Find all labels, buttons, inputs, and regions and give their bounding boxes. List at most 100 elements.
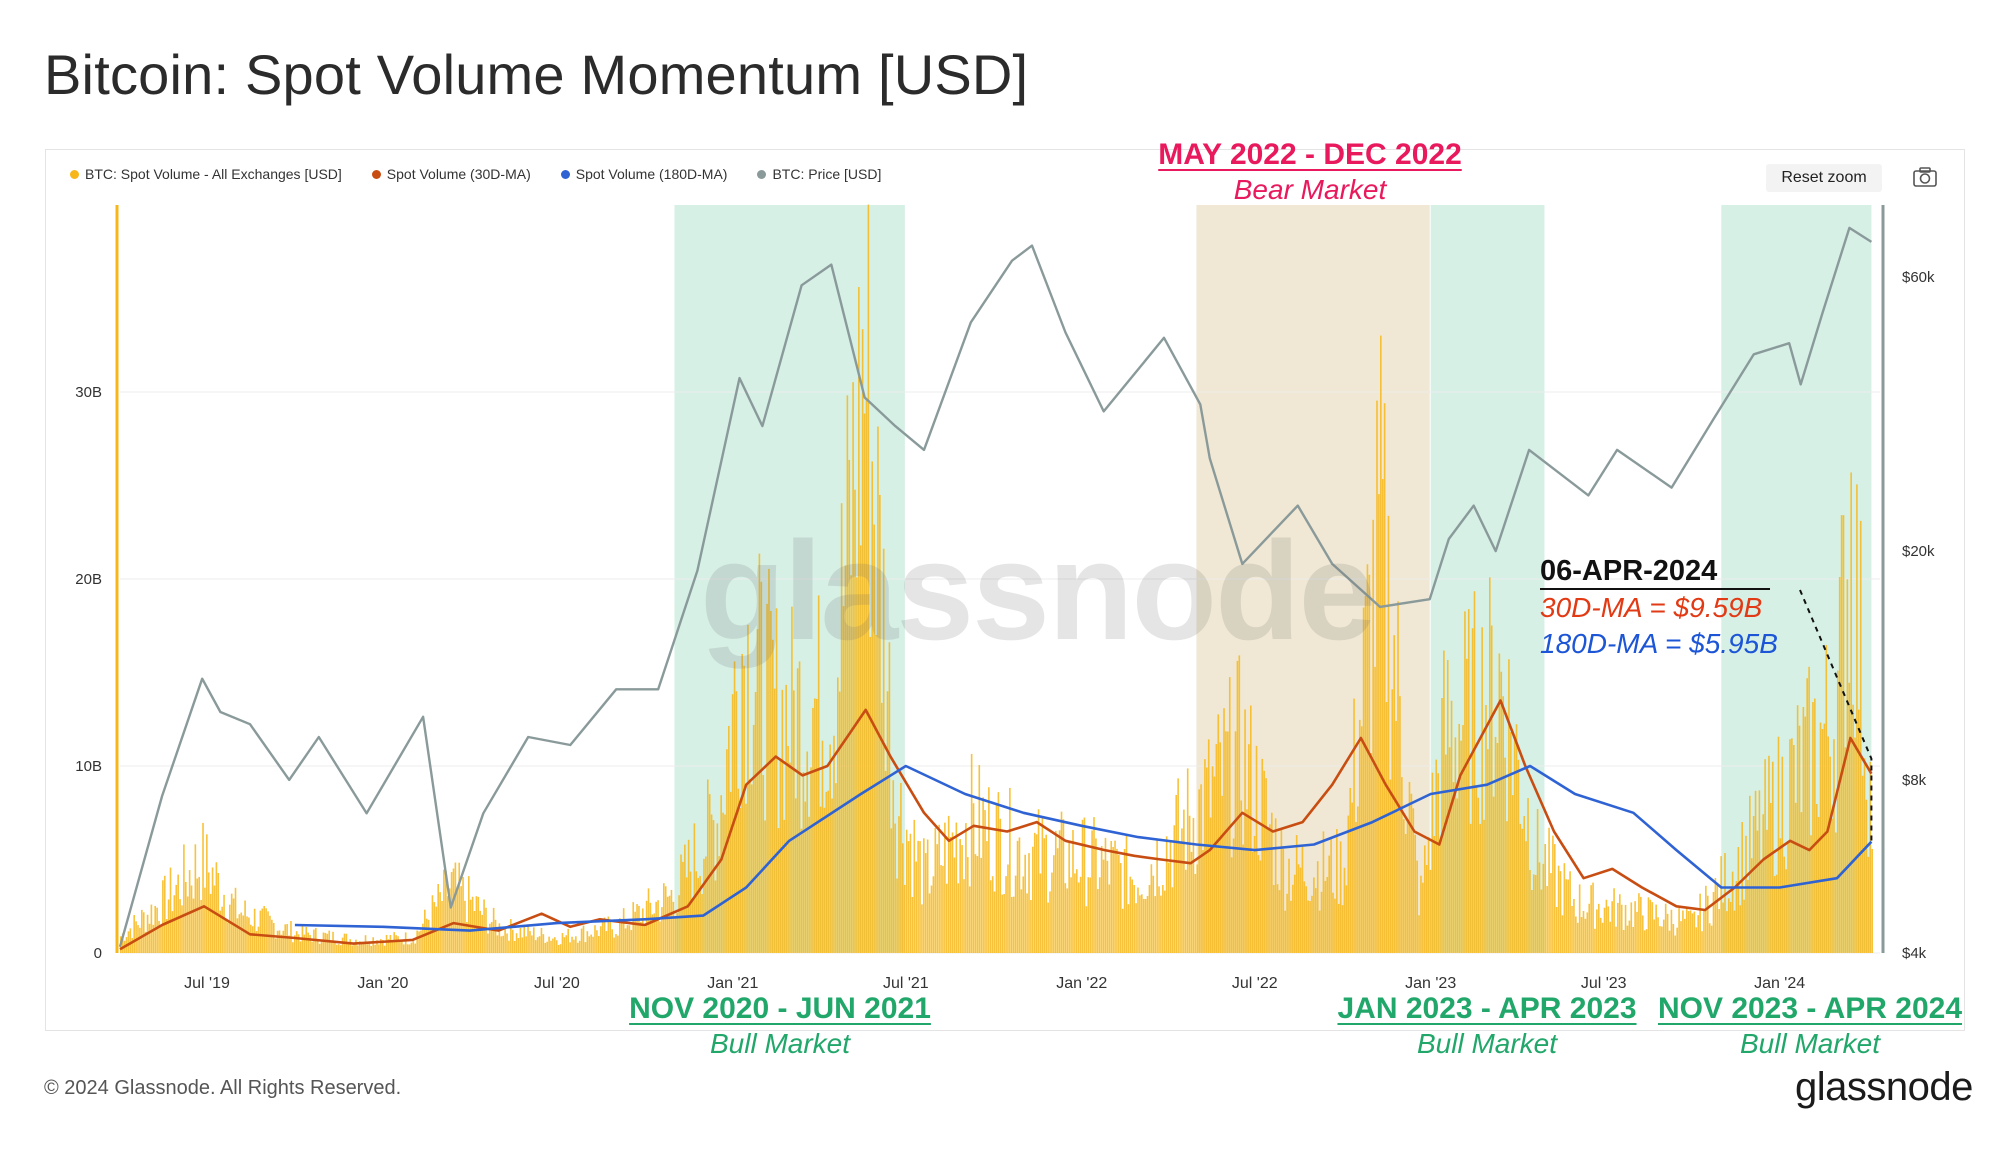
spot-volume-bar — [391, 940, 394, 953]
legend-item-price[interactable]: BTC: Price [USD] — [757, 166, 881, 182]
spot-volume-bar — [590, 934, 592, 953]
spot-volume-bar — [733, 661, 736, 953]
legend-label: BTC: Spot Volume - All Exchanges [USD] — [85, 166, 342, 182]
spot-volume-bar — [569, 942, 571, 953]
spot-volume-bar — [198, 876, 200, 953]
camera-icon[interactable] — [1912, 166, 1938, 188]
spot-volume-bar — [594, 925, 596, 953]
spot-volume-bar — [1162, 885, 1164, 953]
spot-volume-bar — [989, 880, 992, 953]
spot-volume-bar — [1655, 904, 1657, 953]
spot-volume-bar — [1089, 877, 1091, 953]
spot-volume-bar — [1812, 702, 1814, 953]
spot-volume-bar — [659, 921, 661, 953]
spot-volume-bar — [532, 927, 535, 953]
spot-volume-bar — [336, 944, 338, 953]
spot-volume-bar — [647, 888, 650, 953]
spot-volume-bar — [1810, 835, 1812, 953]
spot-volume-bar — [1381, 479, 1384, 953]
spot-volume-bar — [1865, 799, 1868, 953]
spot-volume-bar — [1364, 595, 1367, 953]
spot-volume-bar — [1670, 909, 1673, 953]
spot-volume-bar — [515, 933, 518, 953]
spot-volume-bar — [815, 698, 818, 953]
legend-item-30d-ma[interactable]: Spot Volume (30D-MA) — [371, 166, 531, 182]
spot-volume-bar — [324, 932, 327, 953]
spot-volume-bar — [932, 876, 935, 953]
y-right-tick-label: $20k — [1902, 543, 1935, 560]
x-tick-label: Jul '22 — [1232, 975, 1278, 992]
spot-volume-bar — [1160, 895, 1162, 953]
spot-volume-bar — [703, 858, 705, 953]
spot-volume-bar — [1517, 759, 1520, 953]
spot-volume-bar — [1634, 901, 1636, 953]
spot-volume-bar — [846, 395, 849, 953]
spot-volume-bar — [766, 603, 768, 953]
spot-volume-bar — [924, 853, 927, 953]
spot-volume-bar — [1779, 838, 1782, 953]
spot-volume-bar — [150, 904, 153, 953]
spot-volume-bar — [1785, 869, 1787, 953]
spot-volume-bar — [1689, 910, 1692, 953]
spot-volume-bar — [1641, 915, 1644, 953]
spot-volume-bar — [898, 816, 900, 953]
legend-item-180d-ma[interactable]: Spot Volume (180D-MA) — [560, 166, 727, 182]
ma30-line — [119, 699, 1873, 951]
spot-volume-bar — [640, 921, 642, 953]
spot-volume-bar — [475, 896, 478, 953]
spot-volume-bar — [1265, 778, 1267, 953]
spot-volume-bar — [720, 795, 722, 953]
spot-volume-bar — [1460, 740, 1462, 953]
overlay-layer — [1799, 589, 1873, 842]
spot-volume-bar — [1028, 853, 1030, 953]
spot-volume-bar — [873, 524, 875, 953]
spot-volume-bar — [750, 784, 753, 953]
spot-volume-bar — [521, 937, 524, 953]
spot-volume-bar — [896, 878, 898, 953]
spot-volume-bar — [835, 783, 837, 953]
spot-volume-bar — [445, 870, 447, 953]
spot-volume-bar — [584, 942, 587, 953]
spot-volume-bar — [297, 934, 300, 953]
spot-volume-bar — [1718, 909, 1721, 953]
spot-volume-bar — [840, 503, 843, 953]
spot-volume-bar — [1033, 832, 1036, 953]
spot-volume-bar — [1156, 838, 1158, 953]
spot-volume-bar — [473, 910, 476, 953]
spot-volume-bar — [955, 822, 958, 953]
spot-volume-bar — [1557, 865, 1560, 953]
spot-volume-bar — [234, 887, 237, 953]
spot-volume-bar — [1167, 862, 1170, 953]
reset-zoom-button[interactable]: Reset zoom — [1766, 164, 1882, 192]
spot-volume-bar — [793, 690, 795, 953]
legend-item-spot-volume[interactable]: BTC: Spot Volume - All Exchanges [USD] — [70, 166, 342, 182]
bear-annotation-head: MAY 2022 - DEC 2022 — [1158, 138, 1462, 171]
spot-volume-bar — [825, 791, 828, 953]
spot-volume-bar — [1142, 898, 1145, 953]
spot-volume-bar — [1351, 802, 1353, 953]
spot-volume-bar — [1584, 918, 1587, 953]
spot-volume-bar — [1389, 779, 1392, 953]
spot-volume-bar — [544, 942, 547, 953]
spot-volume-bar — [1580, 917, 1583, 953]
spot-volume-bar — [1163, 890, 1166, 953]
spot-volume-bar — [789, 762, 791, 953]
spot-volume-bar — [1269, 824, 1271, 953]
spot-volume-bar — [467, 876, 470, 953]
spot-volume-bar — [1315, 888, 1317, 953]
spot-volume-bar — [1282, 848, 1285, 953]
spot-volume-bar — [882, 548, 885, 953]
spot-volume-bar — [1204, 759, 1206, 953]
spot-volume-bar — [963, 879, 965, 953]
spot-volume-bar — [1259, 860, 1262, 953]
spot-volume-bar — [1198, 789, 1200, 953]
spot-volume-bar — [389, 935, 392, 953]
spot-volume-bar — [959, 839, 961, 953]
spot-volume-bar — [638, 905, 640, 953]
spot-volume-bar — [1582, 911, 1585, 953]
spot-volume-bar — [334, 942, 336, 953]
spot-volume-bar — [1844, 747, 1847, 953]
spot-volume-bar — [871, 461, 874, 953]
spot-volume-bar — [357, 945, 359, 953]
spot-volume-bar — [827, 790, 830, 953]
